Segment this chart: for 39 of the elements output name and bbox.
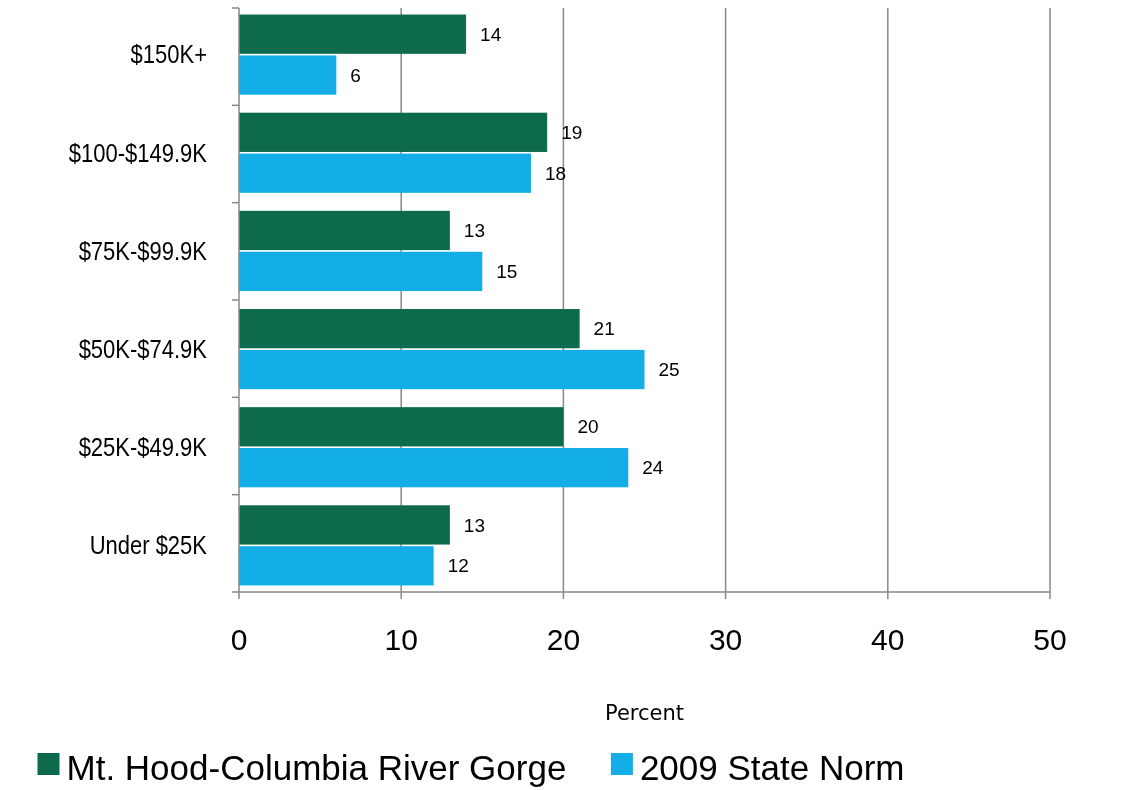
legend-label: Mt. Hood-Columbia River Gorge — [66, 748, 567, 788]
y-tick-label: $50K-$74.9K — [78, 335, 208, 364]
bar — [239, 349, 645, 390]
bar — [239, 153, 531, 193]
x-tick-label: 50 — [1033, 623, 1067, 656]
bar — [239, 251, 483, 291]
y-tick-label: Under $25K — [89, 531, 208, 560]
data-label: 24 — [642, 457, 664, 479]
y-tick-label: $75K-$99.9K — [78, 237, 208, 265]
data-label: 12 — [447, 555, 469, 577]
legend-label: 2009 State Norm — [639, 748, 905, 788]
y-tick-label: $25K-$49.9K — [78, 433, 208, 462]
x-tick-label: 30 — [708, 623, 743, 656]
y-tick-label: $150K+ — [130, 41, 207, 69]
x-tick-label: 10 — [384, 623, 418, 656]
data-label: 13 — [463, 220, 485, 242]
bar — [239, 112, 548, 152]
data-label: 25 — [658, 359, 680, 381]
data-label: 13 — [463, 514, 485, 536]
bar — [239, 55, 337, 95]
bar — [239, 210, 450, 251]
bar — [239, 448, 629, 488]
bar — [239, 407, 564, 447]
bar — [239, 309, 580, 349]
x-tick-label: 0 — [230, 623, 248, 656]
y-tick-label: $100-$149.9K — [68, 139, 208, 167]
x-tick-label: 40 — [871, 623, 905, 656]
bar — [239, 546, 434, 586]
data-label: 14 — [480, 23, 502, 45]
data-label: 20 — [577, 416, 599, 438]
x-tick-label: 20 — [546, 623, 581, 656]
x-axis-title: Percent — [604, 701, 685, 725]
bar — [239, 14, 467, 54]
data-label: 21 — [593, 318, 615, 340]
data-label: 6 — [350, 64, 361, 86]
data-label: 19 — [561, 121, 583, 143]
data-label: 18 — [544, 162, 567, 184]
bar — [239, 505, 450, 545]
data-label: 15 — [496, 261, 518, 283]
